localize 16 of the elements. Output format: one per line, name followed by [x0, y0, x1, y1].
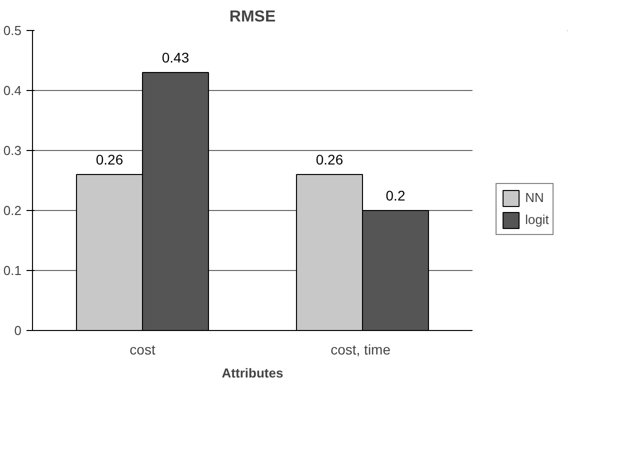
y-tick-label: 0.3	[3, 143, 22, 158]
y-tick-label: 0.4	[3, 83, 22, 98]
x-axis-title: Attributes	[222, 366, 284, 380]
data-label: 0.26	[96, 152, 124, 168]
y-tick-label: 0.1	[3, 263, 22, 278]
data-label: 0.26	[316, 152, 344, 168]
legend-label: NN	[525, 190, 545, 205]
x-tick-label: cost, time	[330, 342, 391, 358]
data-label: 0.2	[386, 188, 406, 204]
chart-title: RMSE	[229, 8, 276, 26]
x-tick-label: cost	[130, 342, 156, 358]
data-label: 0.43	[162, 50, 190, 66]
y-tick-label: 0.2	[3, 203, 22, 218]
y-tick-label: 0.5	[3, 23, 22, 38]
legend-label: logit	[525, 212, 549, 227]
y-tick-label: 0	[14, 323, 22, 338]
